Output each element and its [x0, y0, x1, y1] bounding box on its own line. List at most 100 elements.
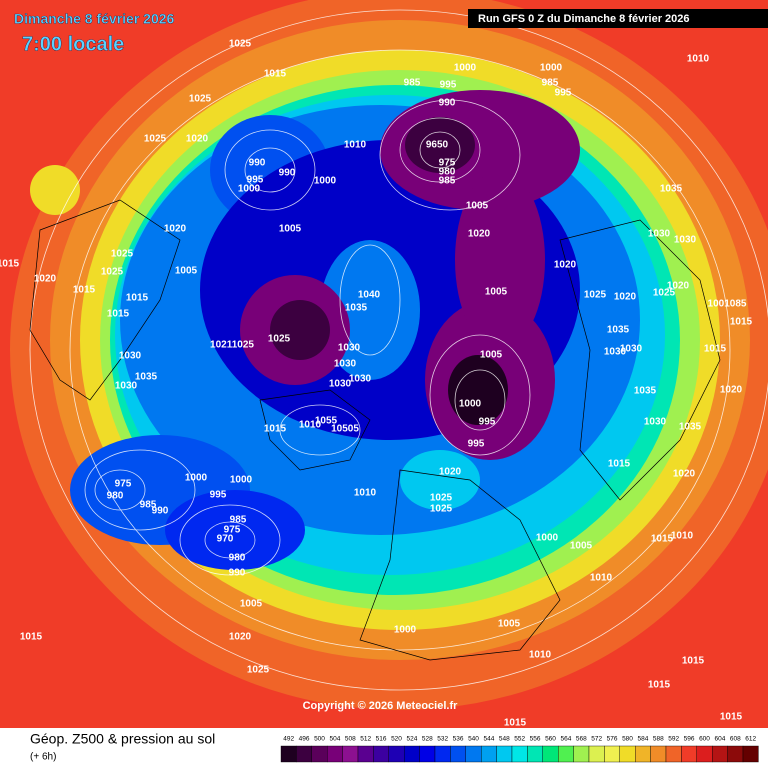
- isobars: [29, 9, 768, 691]
- pressure-label: 1005: [466, 201, 489, 212]
- pressure-label: 1005: [240, 599, 263, 610]
- coastlines: [29, 199, 721, 661]
- legend-tick-label: 600: [699, 736, 710, 743]
- pressure-label: 1010: [671, 531, 694, 542]
- legend-swatch: [604, 745, 621, 763]
- pressure-label: 1025: [430, 504, 453, 515]
- pressure-label: 985: [404, 78, 421, 89]
- legend-tick-label: 516: [376, 736, 387, 743]
- run-box: [468, 9, 768, 28]
- legend-tick-label: 568: [576, 736, 587, 743]
- pressure-label: 1005: [485, 287, 508, 298]
- pressure-label: 975: [115, 479, 132, 490]
- pressure-label: 1030: [620, 344, 643, 355]
- pressure-label: 1000: [238, 184, 261, 195]
- legend-swatch: [342, 745, 359, 763]
- pressure-label: 1020: [439, 467, 462, 478]
- pressure-label: 1000: [459, 399, 482, 410]
- pressure-label: 985: [230, 515, 247, 526]
- legend-swatch: [665, 745, 682, 763]
- map: [0, 0, 768, 728]
- pressure-label: 1020: [720, 385, 743, 396]
- legend-swatch: [373, 745, 389, 763]
- legend-tick-label: 544: [483, 736, 494, 743]
- pressure-label: 1020: [164, 224, 187, 235]
- pressure-label: 10505: [331, 424, 359, 435]
- pressure-label: 990: [152, 506, 169, 517]
- pressure-label: 1020: [673, 469, 696, 480]
- contour-fill: [270, 300, 330, 360]
- legend-swatch: [434, 745, 451, 763]
- pressure-label: 1015: [608, 459, 631, 470]
- pressure-label: 10211025: [210, 340, 254, 351]
- legend-tick-label: 604: [714, 736, 725, 743]
- legend-swatch: [296, 745, 312, 763]
- pressure-label: 1015: [720, 712, 743, 723]
- pressure-label: 1035: [660, 184, 683, 195]
- pressure-label: 1015: [682, 656, 705, 667]
- legend-swatch: [542, 745, 559, 763]
- date: Dimanche 8 février 2026: [14, 11, 175, 27]
- legend-tick-label: 584: [637, 736, 648, 743]
- legend-swatch: [419, 745, 436, 763]
- pressure-label: 1020: [614, 292, 637, 303]
- legend-tick-label: 540: [468, 736, 479, 743]
- pressure-label: 1000: [540, 63, 563, 74]
- legend-tick-label: 536: [453, 736, 464, 743]
- legend-swatch: [357, 745, 374, 763]
- pressure-label: 995: [479, 417, 496, 428]
- legend-tick-label: 596: [684, 736, 695, 743]
- pressure-label: 1015: [651, 534, 674, 545]
- pressure-label: 1025: [101, 267, 124, 278]
- legend-swatch: [712, 745, 728, 763]
- pressure-label: 1020: [229, 632, 252, 643]
- legend-swatch: [327, 745, 343, 763]
- pressure-label: 1055: [315, 416, 338, 427]
- pressure-label: 1025: [144, 134, 167, 145]
- pressure-label: 1010: [687, 54, 710, 65]
- pressure-label: 1000: [394, 625, 417, 636]
- legend-swatch: [558, 745, 574, 763]
- legend-tick-label: 520: [391, 736, 402, 743]
- footer-step: (+ 6h): [30, 752, 56, 763]
- pressure-label: 1035: [679, 422, 702, 433]
- pressure-label: 1010: [529, 650, 552, 661]
- pressure-label: 1030: [119, 351, 142, 362]
- legend-swatch: [588, 745, 605, 763]
- pressure-label: 1010: [344, 140, 367, 151]
- copyright: Copyright © 2026 Meteociel.fr: [303, 700, 459, 712]
- pressure-label: 1040: [358, 290, 381, 301]
- pressure-label: 985: [140, 500, 157, 511]
- pressure-label: 1030: [604, 347, 627, 358]
- legend-swatch: [619, 745, 636, 763]
- pressure-label: 1015: [107, 309, 130, 320]
- pressure-label: 1001085: [708, 299, 747, 310]
- pressure-label: 1030: [674, 235, 697, 246]
- pressure-label: 1015: [504, 718, 527, 729]
- pressure-label: 1015: [73, 285, 96, 296]
- legend-swatch: [696, 745, 713, 763]
- legend-tick-label: 528: [422, 736, 433, 743]
- pressure-label: 995: [468, 439, 485, 450]
- pressure-label: 990: [229, 568, 246, 579]
- legend-tick-label: 564: [560, 736, 571, 743]
- pressure-label: 1025: [189, 94, 212, 105]
- pressure-label: 1035: [135, 372, 158, 383]
- pressure-label: 1005: [498, 619, 521, 630]
- pressure-label: 1015: [704, 344, 727, 355]
- legend-swatch: [681, 745, 698, 763]
- pressure-label: 1015: [264, 69, 287, 80]
- legend-swatch: [496, 745, 513, 763]
- legend-tick-label: 496: [299, 736, 310, 743]
- legend-swatch: [527, 745, 544, 763]
- legend-swatch: [481, 745, 497, 763]
- legend-swatch: [404, 745, 420, 763]
- pressure-label: 1005: [175, 266, 198, 277]
- pressure-label: 1030: [648, 229, 671, 240]
- pressure-label: 1030: [334, 359, 357, 370]
- pressure-label: 1030: [644, 417, 667, 428]
- pressure-label: 1035: [634, 386, 657, 397]
- contour-fill: [400, 450, 480, 510]
- pressure-label: 1000: [230, 475, 253, 486]
- pressure-label: 1010: [299, 420, 322, 431]
